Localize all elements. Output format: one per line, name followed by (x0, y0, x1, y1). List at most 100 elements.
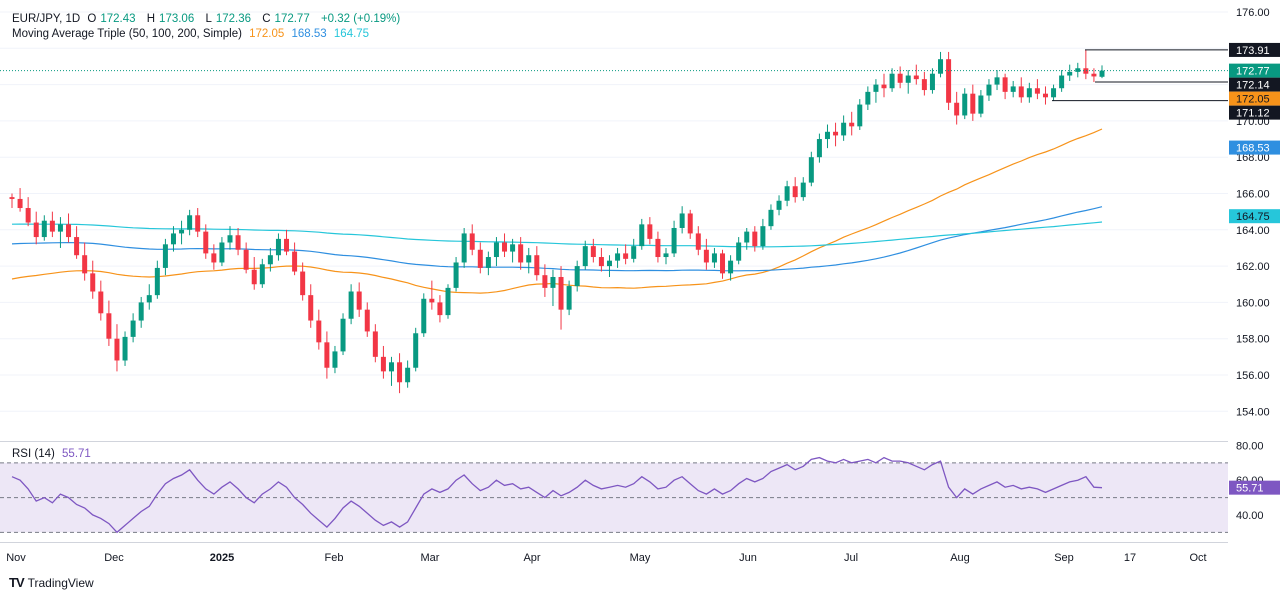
candle-body (187, 215, 193, 230)
tradingview-brand[interactable]: TV TradingView (9, 575, 94, 590)
candle-body (1075, 68, 1081, 72)
change-label: +0.32 (+0.19%) (320, 13, 401, 25)
candle-body (1010, 86, 1016, 92)
candle-body (324, 342, 330, 368)
candle-body (994, 77, 1000, 85)
candle-body (170, 233, 176, 245)
price-tag-label: 172.77 (1236, 66, 1270, 78)
candle-body (946, 59, 952, 103)
candle-body (889, 73, 895, 89)
time-tick-label: Dec (104, 552, 124, 564)
candle-body (461, 233, 467, 263)
candle-body (929, 73, 935, 91)
candle-body (744, 231, 750, 243)
candle-body (332, 351, 338, 368)
price-tag-last_price (1229, 63, 1280, 78)
candle-body (1002, 77, 1008, 92)
candle-body (1059, 75, 1065, 89)
price-tick-label: 176.00 (1236, 7, 1270, 19)
ma200-value: 164.75 (333, 28, 370, 40)
candle-body (518, 244, 524, 263)
price-tag-label: 164.75 (1236, 211, 1270, 223)
candle-body (469, 233, 475, 250)
candle-body (74, 237, 80, 256)
price-tick-label: 154.00 (1236, 406, 1270, 418)
candle-body (1051, 88, 1057, 98)
rsi-tick-label: 80.00 (1236, 440, 1264, 452)
candle-body (397, 362, 403, 383)
candle-body (849, 122, 855, 127)
price-tag-ma100 (1229, 140, 1280, 155)
candle-body (865, 91, 871, 105)
candle-body (986, 84, 992, 96)
price-tick-label: 156.00 (1236, 370, 1270, 382)
price-tick-label: 160.00 (1236, 297, 1270, 309)
candle-body (703, 249, 709, 263)
moving-average-lines (11, 128, 1103, 294)
candle-body (833, 131, 839, 136)
candle-body (388, 362, 394, 372)
candle-body (243, 249, 249, 270)
candle-body (502, 242, 508, 252)
candle-body (485, 257, 491, 268)
candle-body (275, 238, 281, 256)
time-tick-label: Feb (325, 552, 344, 564)
price-axis[interactable]: 176.00174.00172.00170.00168.00166.00164.… (1229, 7, 1280, 418)
candle-body (752, 231, 758, 247)
candle-body (897, 73, 903, 83)
candle-body (736, 242, 742, 261)
candle-body (679, 213, 685, 228)
time-tick-label: Mar (421, 552, 440, 564)
candle-body (606, 260, 612, 267)
rsi-indicator-name[interactable]: RSI (14) (12, 448, 55, 460)
candle-body (816, 139, 822, 158)
candle-body (954, 102, 960, 116)
candle-body (574, 266, 580, 287)
candle-body (841, 122, 847, 136)
candle-body (267, 255, 273, 265)
candle-body (437, 302, 443, 316)
candle-body (9, 197, 15, 199)
time-axis[interactable]: Nov Dec 2025 Feb Mar Apr May Jun Jul Aug Sep 17 Oct (6, 552, 1206, 564)
candle-body (776, 200, 782, 210)
candle-body (857, 104, 863, 127)
time-tick-label: Oct (1189, 552, 1206, 564)
rsi-line (11, 456, 1103, 534)
candle-body (542, 275, 548, 288)
candle-body (308, 295, 314, 321)
price-tag-label: 172.14 (1236, 80, 1270, 92)
candle-body (154, 267, 160, 296)
ohlc-legend: EUR/JPY, 1D O 172.43 H 173.06 L 172.36 C 172… (12, 12, 404, 26)
price-gridlines (0, 11, 1228, 412)
candle-body (445, 287, 451, 316)
candle-body (114, 338, 120, 361)
open-label: O 172.43 (87, 13, 136, 25)
price-tag-label: 173.91 (1236, 45, 1270, 57)
candle-body (1018, 86, 1024, 98)
candle-body (316, 320, 322, 343)
close-label: C 172.77 (262, 13, 310, 25)
candle-body (130, 320, 136, 337)
ma-indicator-name[interactable]: Moving Average Triple (50, 100, 200, Sim… (12, 28, 242, 40)
candle-body (477, 249, 483, 268)
candle-body (300, 271, 306, 296)
price-tag-level (1229, 77, 1280, 92)
price-tag-level (1229, 105, 1280, 120)
candle-body (978, 95, 984, 114)
time-tick-label: May (630, 552, 651, 564)
ma50-value: 172.05 (249, 28, 285, 40)
candle-body (33, 222, 39, 238)
candle-body (873, 84, 879, 92)
symbol-label[interactable]: EUR/JPY, 1D (12, 13, 81, 25)
candle-body (1026, 88, 1032, 98)
candle-body (623, 253, 629, 259)
candle-body (106, 313, 112, 339)
candle-body (671, 227, 677, 254)
ma-legend: Moving Average Triple (50, 100, 200, Sim… (12, 27, 373, 41)
ma50-line (11, 128, 1103, 294)
candle-body (550, 276, 556, 288)
rsi-value: 55.71 (62, 448, 91, 460)
candle-body (720, 253, 726, 274)
candle-body (421, 298, 427, 334)
